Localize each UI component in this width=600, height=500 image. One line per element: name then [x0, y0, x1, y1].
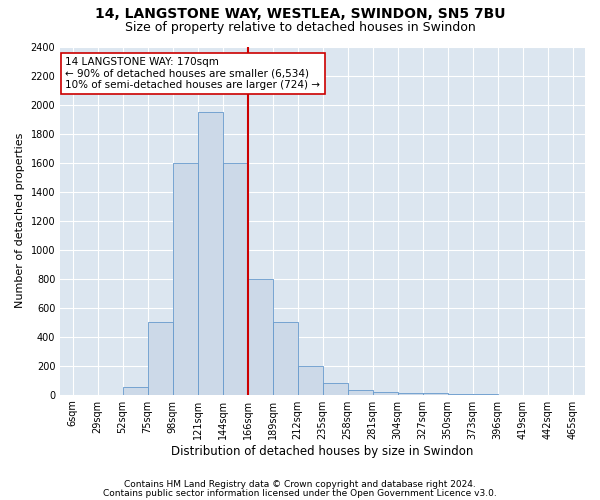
Bar: [197, 112, 223, 395]
Text: Contains HM Land Registry data © Crown copyright and database right 2024.: Contains HM Land Registry data © Crown c…: [124, 480, 476, 489]
Bar: [223, 162, 248, 394]
Bar: [248, 278, 272, 394]
Bar: [298, 366, 323, 394]
Y-axis label: Number of detached properties: Number of detached properties: [15, 133, 25, 308]
X-axis label: Distribution of detached houses by size in Swindon: Distribution of detached houses by size …: [172, 444, 474, 458]
Text: Size of property relative to detached houses in Swindon: Size of property relative to detached ho…: [125, 21, 475, 34]
Bar: [148, 322, 173, 394]
Text: 14, LANGSTONE WAY, WESTLEA, SWINDON, SN5 7BU: 14, LANGSTONE WAY, WESTLEA, SWINDON, SN5…: [95, 8, 505, 22]
Bar: [373, 392, 398, 394]
Text: Contains public sector information licensed under the Open Government Licence v3: Contains public sector information licen…: [103, 489, 497, 498]
Bar: [272, 322, 298, 394]
Bar: [347, 390, 373, 394]
Bar: [173, 162, 197, 394]
Text: 14 LANGSTONE WAY: 170sqm
← 90% of detached houses are smaller (6,534)
10% of sem: 14 LANGSTONE WAY: 170sqm ← 90% of detach…: [65, 57, 320, 90]
Bar: [122, 388, 148, 394]
Bar: [398, 392, 422, 394]
Bar: [323, 383, 347, 394]
